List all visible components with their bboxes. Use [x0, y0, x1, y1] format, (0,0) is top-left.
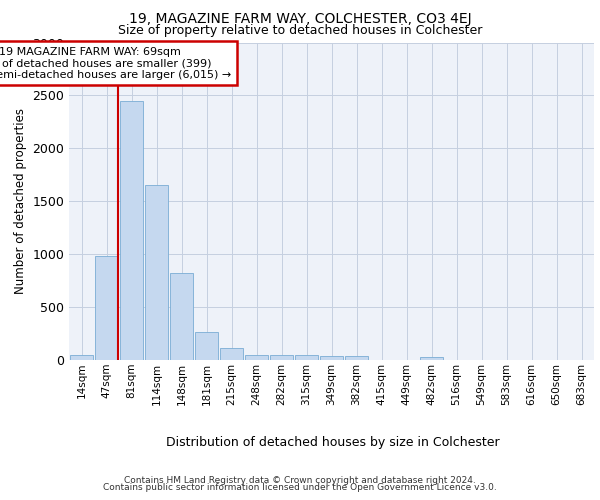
Bar: [195, 332, 218, 360]
Bar: [70, 354, 93, 360]
Text: 19, MAGAZINE FARM WAY, COLCHESTER, CO3 4EJ: 19, MAGAZINE FARM WAY, COLCHESTER, CO3 4…: [128, 12, 472, 26]
Text: Distribution of detached houses by size in Colchester: Distribution of detached houses by size …: [166, 436, 500, 449]
Text: Size of property relative to detached houses in Colchester: Size of property relative to detached ho…: [118, 24, 482, 37]
Bar: [220, 348, 243, 360]
Bar: [420, 357, 443, 360]
Bar: [345, 356, 368, 360]
Bar: [145, 186, 168, 360]
Bar: [295, 355, 318, 360]
Bar: [245, 355, 268, 360]
Text: Contains HM Land Registry data © Crown copyright and database right 2024.: Contains HM Land Registry data © Crown c…: [124, 476, 476, 485]
Y-axis label: Number of detached properties: Number of detached properties: [14, 108, 27, 294]
Text: Contains public sector information licensed under the Open Government Licence v3: Contains public sector information licen…: [103, 484, 497, 492]
Text: 19 MAGAZINE FARM WAY: 69sqm
← 6% of detached houses are smaller (399)
93% of sem: 19 MAGAZINE FARM WAY: 69sqm ← 6% of deta…: [0, 46, 232, 80]
Bar: [95, 256, 118, 360]
Bar: [120, 100, 143, 360]
Bar: [270, 355, 293, 360]
Bar: [320, 356, 343, 360]
Bar: [170, 273, 193, 360]
